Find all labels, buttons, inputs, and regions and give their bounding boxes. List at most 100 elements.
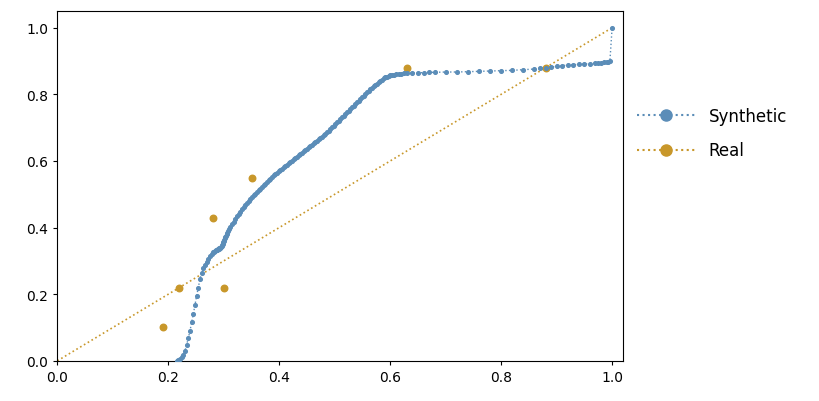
Point xyxy=(373,79,387,85)
Point xyxy=(369,83,382,89)
Point xyxy=(277,165,290,171)
Point xyxy=(221,228,234,235)
Point xyxy=(314,136,327,142)
Point xyxy=(353,97,366,103)
Point xyxy=(342,108,355,115)
Point xyxy=(285,158,298,164)
Point xyxy=(290,154,303,160)
Point xyxy=(550,64,563,71)
Point xyxy=(233,209,247,215)
Point xyxy=(225,221,238,228)
Point xyxy=(428,70,441,76)
Point xyxy=(275,166,288,172)
Point xyxy=(319,132,332,138)
Point xyxy=(516,67,529,74)
Point xyxy=(223,226,236,233)
Point xyxy=(211,246,224,253)
Point xyxy=(322,128,335,134)
Point xyxy=(309,140,322,146)
Point xyxy=(219,231,233,238)
Point xyxy=(324,126,337,133)
Point xyxy=(282,161,295,167)
Point xyxy=(242,198,255,205)
Point xyxy=(364,87,377,93)
Point xyxy=(527,67,541,73)
Point xyxy=(213,245,226,251)
Point xyxy=(240,200,253,207)
Point xyxy=(197,265,210,272)
Point xyxy=(600,60,613,66)
Point xyxy=(305,142,319,148)
Point xyxy=(171,357,184,363)
Point xyxy=(254,186,267,192)
Point xyxy=(338,111,351,118)
Point xyxy=(173,285,186,291)
Point xyxy=(295,150,308,156)
Point xyxy=(320,130,333,136)
Point xyxy=(348,101,361,108)
Point xyxy=(218,235,231,242)
Point xyxy=(219,233,233,239)
Point xyxy=(211,246,224,253)
Point xyxy=(198,262,211,268)
Point xyxy=(375,77,388,84)
Point xyxy=(594,60,607,67)
Point xyxy=(192,285,205,291)
Point xyxy=(237,204,250,211)
Point xyxy=(337,113,350,119)
Point xyxy=(210,247,224,253)
Point xyxy=(397,71,410,77)
Point xyxy=(303,144,316,150)
Point xyxy=(208,248,221,255)
Point xyxy=(533,66,546,73)
Point xyxy=(238,202,251,209)
Point xyxy=(213,245,226,252)
Point xyxy=(215,242,229,249)
Point xyxy=(330,120,343,126)
Point xyxy=(300,146,313,152)
Point xyxy=(538,65,551,72)
Point xyxy=(335,115,348,121)
Point xyxy=(591,61,604,67)
Point xyxy=(378,75,391,81)
Point xyxy=(582,61,595,68)
Point xyxy=(325,125,338,131)
Point xyxy=(385,73,398,79)
Point xyxy=(267,172,280,179)
Point xyxy=(372,80,385,86)
Point xyxy=(538,65,551,72)
Point xyxy=(383,73,396,79)
Point xyxy=(249,191,262,197)
Point xyxy=(183,328,197,334)
Point xyxy=(203,253,216,259)
Point xyxy=(216,239,229,246)
Point xyxy=(270,170,283,176)
Point xyxy=(365,85,378,92)
Point xyxy=(256,184,269,190)
Point xyxy=(262,178,275,184)
Point xyxy=(572,62,585,69)
Point xyxy=(232,211,245,217)
Point xyxy=(251,189,264,196)
Point xyxy=(243,196,256,203)
Point xyxy=(193,276,206,283)
Point xyxy=(264,176,277,182)
Point xyxy=(315,134,328,140)
Point xyxy=(328,122,342,128)
Point xyxy=(195,269,208,276)
Point xyxy=(416,70,429,77)
Point xyxy=(382,74,395,80)
Point xyxy=(494,68,507,75)
Point xyxy=(217,285,230,291)
Point xyxy=(206,249,219,256)
Point xyxy=(278,163,292,170)
Point xyxy=(227,219,240,225)
Point xyxy=(259,181,272,187)
Point xyxy=(257,182,270,189)
Point xyxy=(206,215,219,221)
Point xyxy=(358,91,371,98)
Point xyxy=(252,188,265,194)
Point xyxy=(201,256,215,262)
Point xyxy=(588,61,601,67)
Point xyxy=(307,141,320,147)
